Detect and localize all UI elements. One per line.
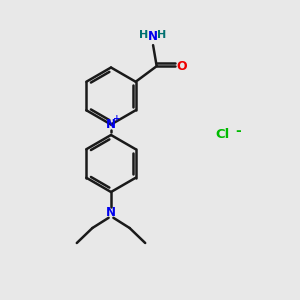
Text: N: N [148, 30, 158, 43]
Text: N: N [106, 118, 116, 131]
Text: H: H [158, 30, 167, 40]
Text: H: H [140, 30, 149, 40]
Text: N: N [106, 206, 116, 219]
Text: +: + [113, 114, 121, 123]
Text: Cl: Cl [215, 128, 229, 142]
Text: O: O [177, 60, 187, 73]
Text: -: - [236, 124, 242, 137]
